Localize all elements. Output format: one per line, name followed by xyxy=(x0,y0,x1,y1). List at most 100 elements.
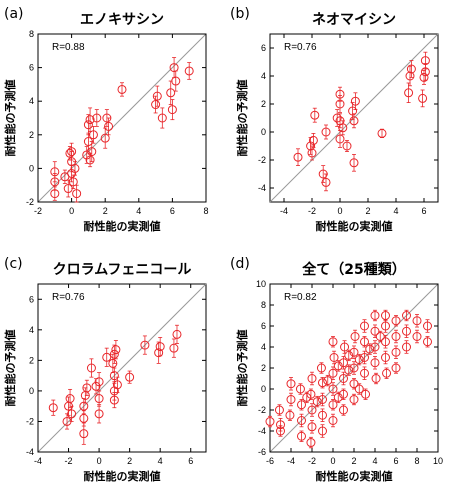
x-tick-label: 0 xyxy=(97,456,102,466)
data-point xyxy=(94,394,104,404)
data-point xyxy=(423,321,432,331)
data-point xyxy=(370,358,380,368)
data-point xyxy=(286,395,296,404)
panel-label: (a) xyxy=(4,6,24,22)
data-point xyxy=(402,326,411,336)
data-point xyxy=(328,384,338,394)
data-point xyxy=(321,127,331,137)
data-point xyxy=(85,115,95,125)
data-point xyxy=(109,349,119,359)
data-point xyxy=(102,352,112,362)
x-tick-label: 2 xyxy=(365,206,370,216)
chart-panel: (c) クロラムフェニコール -4 -2 0 2 4 6 -4 -2 0 2 4 6 耐性能の実測値 耐性能の… xyxy=(3,256,207,483)
data-point xyxy=(265,417,275,427)
data-point xyxy=(117,84,127,94)
y-tick-label: 2 xyxy=(261,363,266,373)
data-point xyxy=(335,134,345,144)
data-point xyxy=(307,405,317,415)
data-point xyxy=(339,358,348,368)
y-tick-label: 4 xyxy=(29,325,34,335)
x-tick-label: -4 xyxy=(287,456,295,466)
data-point xyxy=(419,72,429,82)
data-point xyxy=(328,337,338,347)
plot-frame xyxy=(37,33,207,203)
y-axis-label: 耐性能の予測値 xyxy=(235,80,249,157)
data-point xyxy=(323,376,333,386)
chart-title: 全て（25種類） xyxy=(301,261,405,278)
data-point xyxy=(370,311,380,320)
x-tick-label: -2 xyxy=(308,456,316,466)
data-point xyxy=(420,56,430,66)
data-point xyxy=(310,110,320,120)
x-tick-label: 4 xyxy=(393,206,398,216)
data-point xyxy=(348,106,358,116)
data-point xyxy=(340,342,350,352)
data-point xyxy=(318,410,327,420)
data-point xyxy=(307,148,317,158)
y-axis-label: 耐性能の予測値 xyxy=(235,330,249,407)
data-point xyxy=(349,158,359,168)
data-point xyxy=(286,379,296,389)
data-point xyxy=(377,128,387,138)
data-point xyxy=(157,113,167,123)
data-point xyxy=(68,177,78,187)
data-point xyxy=(155,342,165,352)
data-point xyxy=(329,353,339,362)
data-point xyxy=(371,374,381,383)
data-point xyxy=(349,363,359,373)
data-point xyxy=(306,438,316,448)
y-tick-label: 6 xyxy=(29,63,34,73)
x-tick-label: 2 xyxy=(127,456,132,466)
data-point xyxy=(87,147,97,157)
data-point xyxy=(108,358,118,368)
chart-panel: (d) 全て（25種類） -6 -4 -2 0 2 4 6 8 10 -6 -4 -2 0 2 4 6 8 10 耐性能… xyxy=(230,256,443,483)
data-point xyxy=(67,168,77,178)
data-point xyxy=(360,321,369,331)
data-point xyxy=(297,400,306,410)
plot-frame xyxy=(37,283,207,453)
x-tick-label: 2 xyxy=(351,456,356,466)
diagonal-line xyxy=(37,283,207,453)
data-point xyxy=(102,113,112,123)
data-point xyxy=(406,64,416,74)
x-axis-label: 耐性能の実測値 xyxy=(84,469,161,483)
x-tick-label: -2 xyxy=(308,206,316,216)
x-tick-label: 0 xyxy=(69,206,74,216)
data-point xyxy=(91,381,101,391)
x-axis-label: 耐性能の実測値 xyxy=(316,219,393,233)
x-tick-label: 2 xyxy=(103,206,108,216)
data-point xyxy=(274,405,284,415)
data-point xyxy=(307,422,317,432)
panel-label: (c) xyxy=(4,256,23,272)
data-point xyxy=(306,141,316,151)
data-point xyxy=(65,394,75,404)
y-axis-label: 耐性能の予測値 xyxy=(3,330,17,407)
y-tick-label: 2 xyxy=(261,99,266,109)
y-tick-label: 10 xyxy=(256,279,266,289)
y-tick-label: 4 xyxy=(261,71,266,81)
correlation-label: R=0.76 xyxy=(284,42,317,53)
data-point xyxy=(338,123,348,133)
data-point xyxy=(318,378,327,388)
data-point xyxy=(354,355,364,365)
y-tick-label: 2 xyxy=(29,355,34,365)
data-point xyxy=(344,350,354,360)
data-point xyxy=(402,311,411,320)
y-tick-label: -4 xyxy=(258,183,266,193)
data-point xyxy=(333,361,343,371)
panel-label: (b) xyxy=(230,6,250,22)
data-point xyxy=(50,177,60,187)
data-point xyxy=(92,113,102,123)
data-point xyxy=(360,353,369,362)
data-point xyxy=(111,345,121,355)
data-point xyxy=(312,397,322,407)
data-point xyxy=(360,337,369,347)
data-point xyxy=(302,392,312,402)
x-tick-label: 6 xyxy=(421,206,426,216)
data-point xyxy=(381,353,390,362)
data-point xyxy=(332,113,342,123)
data-point xyxy=(339,389,348,399)
data-point xyxy=(79,401,89,411)
data-point xyxy=(339,405,348,415)
